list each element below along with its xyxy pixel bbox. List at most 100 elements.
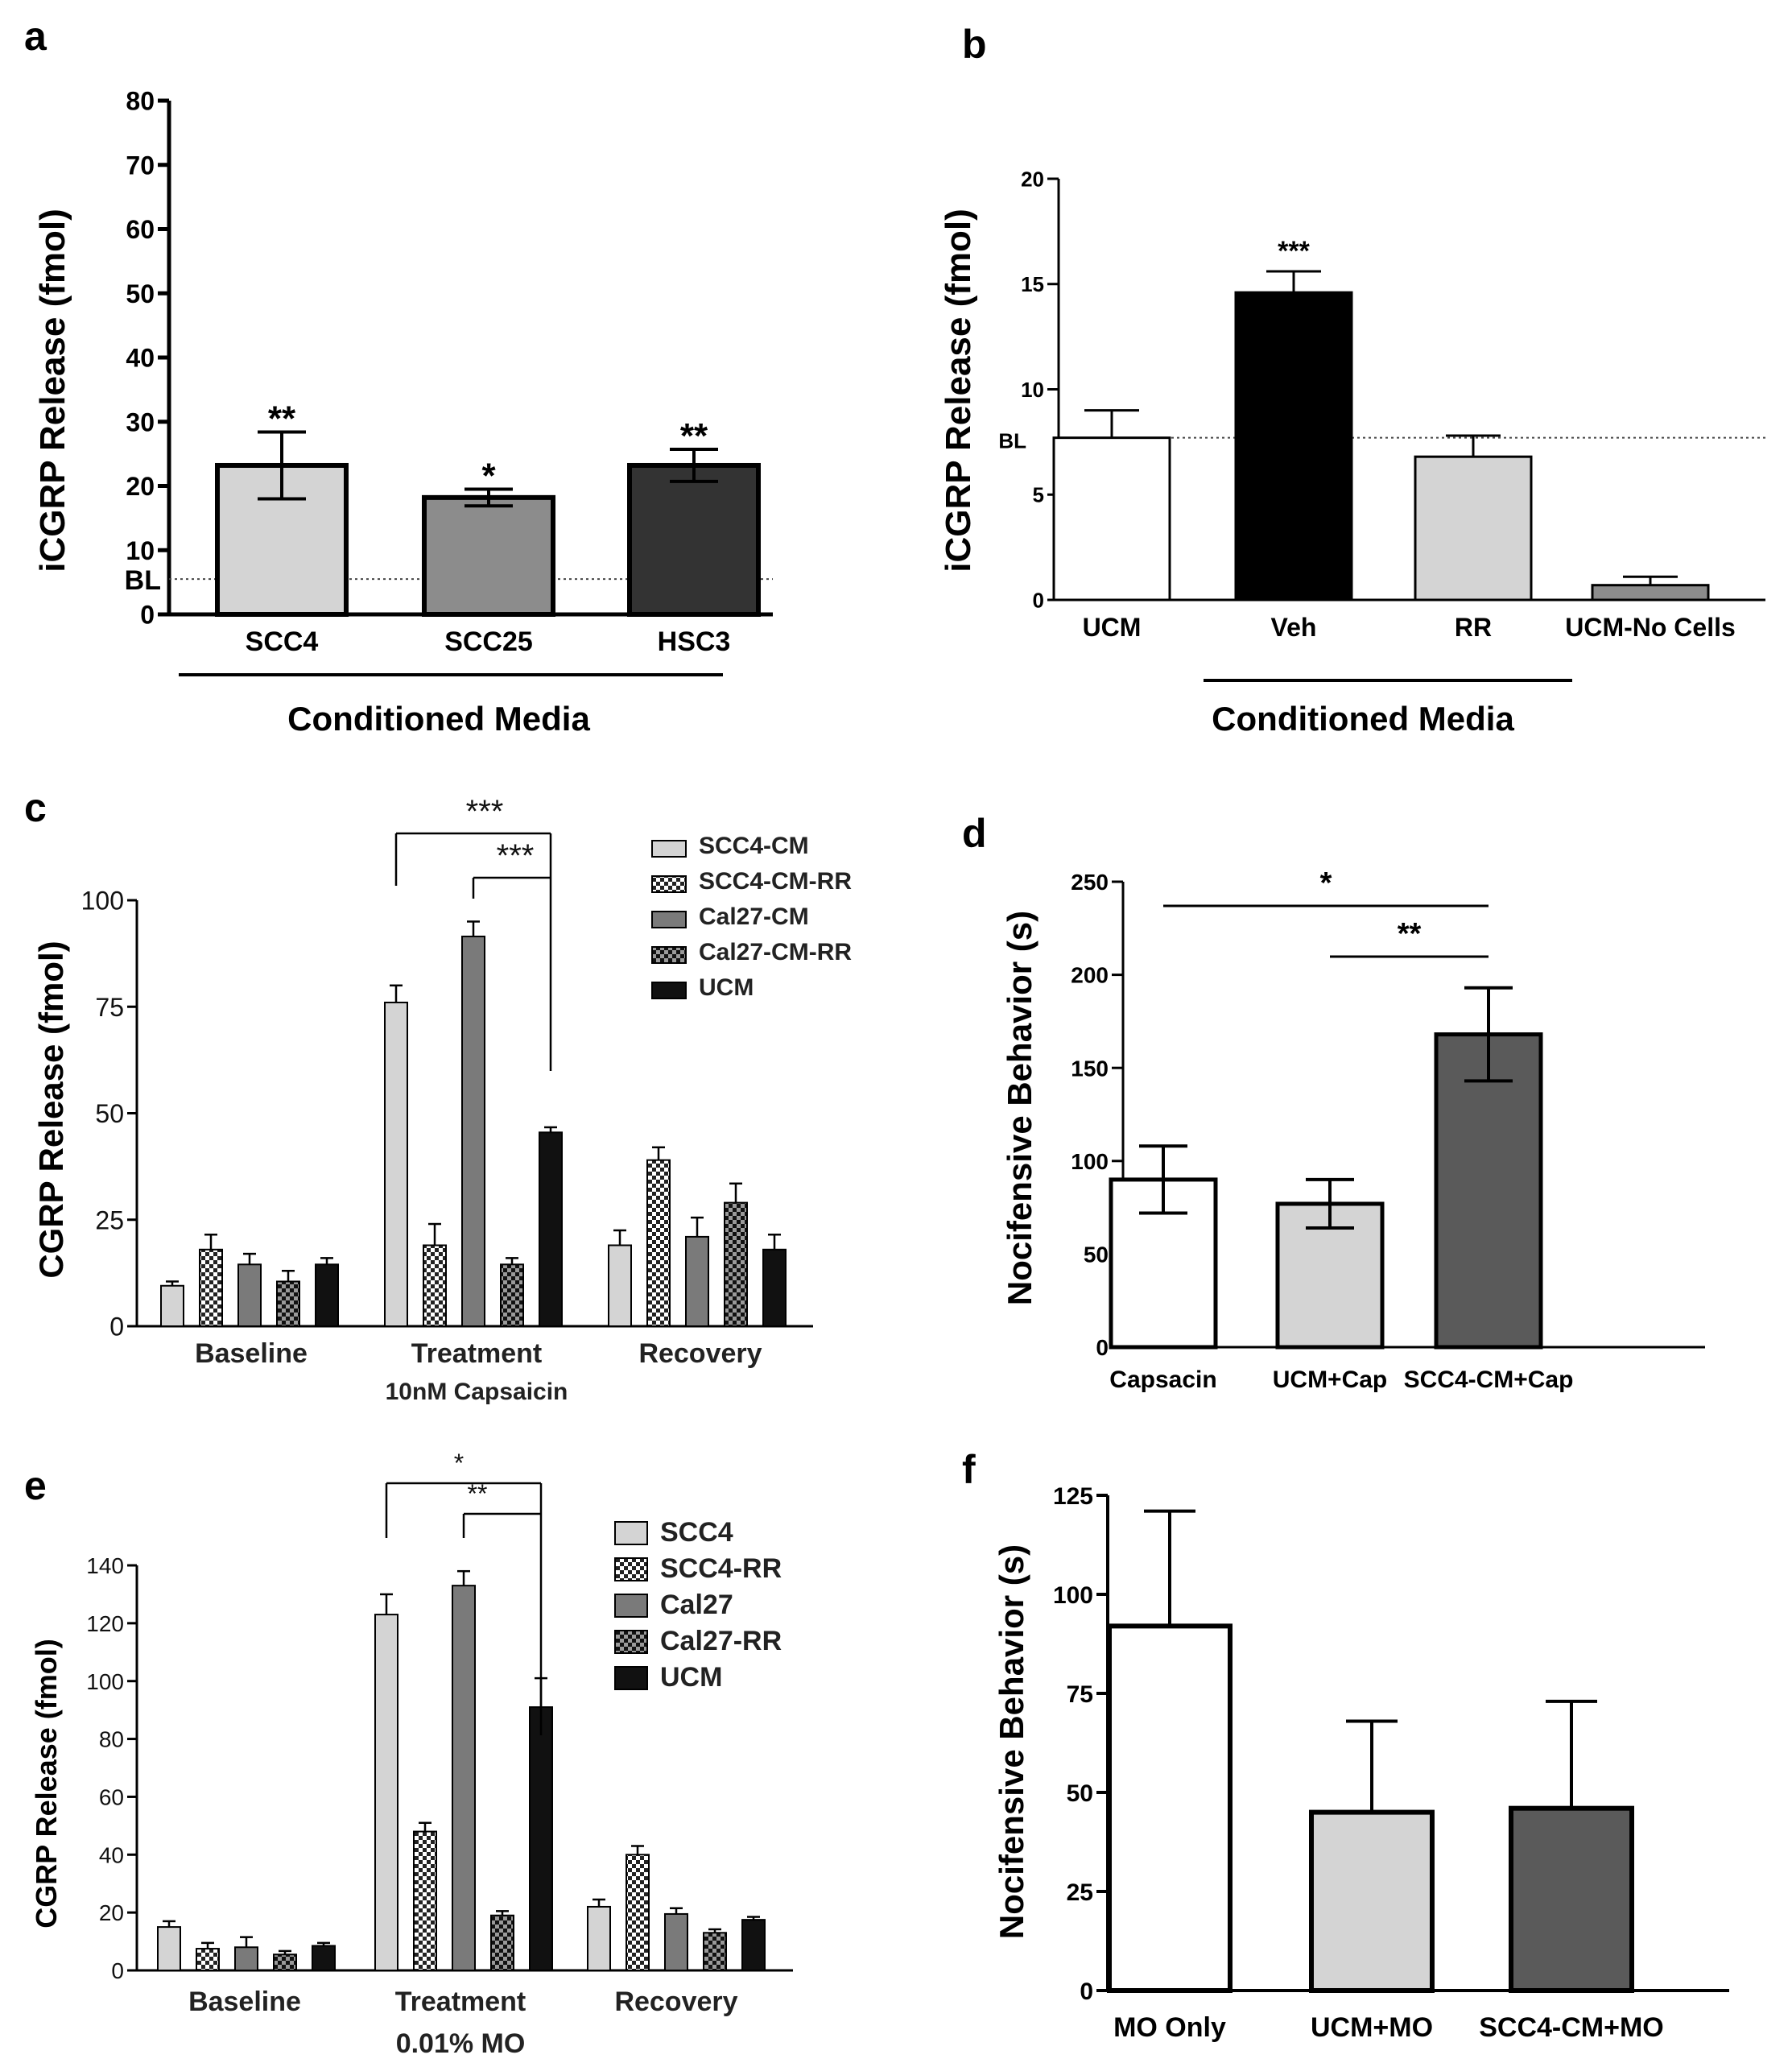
category-label: SCC4-CM+Cap xyxy=(1404,1366,1574,1393)
y-tick-label: 25 xyxy=(1067,1879,1093,1906)
y-tick-label: 70 xyxy=(126,151,155,180)
y-tick-label: 100 xyxy=(86,1669,124,1694)
bar-scc4 xyxy=(157,1926,181,1971)
legend-swatch xyxy=(651,840,687,858)
y-tick-label: 40 xyxy=(126,344,155,373)
legend-label: SCC4-RR xyxy=(660,1553,782,1584)
bar-ucm-cap xyxy=(1275,1201,1385,1350)
bar-scc4-cm xyxy=(608,1244,632,1327)
bar-ucm-no-cells xyxy=(1591,584,1710,602)
bar-scc4-cm xyxy=(160,1284,184,1327)
x-axis-title-b: Conditioned Media xyxy=(1212,700,1514,738)
bar-scc4-cm-rr xyxy=(199,1248,223,1328)
legend-swatch xyxy=(614,1666,648,1690)
bar-ucm xyxy=(741,1919,766,1971)
bar-cal27-cm-rr xyxy=(724,1201,748,1328)
legend-label: SCC4-CM xyxy=(699,833,809,859)
y-tick-label: 120 xyxy=(86,1611,124,1636)
y-tick-label: 250 xyxy=(1071,870,1109,895)
y-tick-label: 80 xyxy=(126,87,155,116)
category-label: HSC3 xyxy=(658,626,731,657)
bar-ucm xyxy=(312,1945,336,1971)
significance-marker: *** xyxy=(466,794,504,829)
significance-marker: *** xyxy=(1278,236,1310,267)
y-tick-label: 50 xyxy=(95,1099,124,1128)
bar-capsacin xyxy=(1109,1177,1218,1350)
y-axis-label-b: iCGRP Release (fmol) xyxy=(939,209,978,573)
bar-mo-only xyxy=(1107,1623,1233,1993)
y-tick-label: 75 xyxy=(95,993,124,1022)
bar-scc4 xyxy=(587,1905,611,1972)
bar-scc25 xyxy=(422,494,555,617)
chart-c: c CGRP Release (fmol) 0 25 50 75 100 Baseline… xyxy=(24,785,852,1405)
y-tick-label: 50 xyxy=(1084,1242,1109,1267)
chart-e: e CGRP Release (fmol) 0 20 40 60 80 100 120 140… xyxy=(24,1449,793,2059)
bar-scc4 xyxy=(374,1614,398,1971)
legend-swatch xyxy=(614,1630,648,1654)
bar-cal27-cm xyxy=(237,1263,262,1327)
y-tick-label: 100 xyxy=(1071,1149,1109,1174)
category-label: RR xyxy=(1455,613,1492,642)
significance-marker: *** xyxy=(497,838,535,874)
y-tick-label: 200 xyxy=(1071,963,1109,988)
bar-ucm xyxy=(762,1248,787,1328)
y-axis-label-a: iCGRP Release (fmol) xyxy=(33,209,72,573)
bar-veh xyxy=(1234,291,1353,602)
category-label: UCM+Cap xyxy=(1273,1366,1388,1393)
category-label: Baseline xyxy=(195,1338,308,1369)
panel-d: d Nocifensive Behavior (s) 0 50 100 150 200 2… xyxy=(896,757,1792,1409)
y-tick-label: 60 xyxy=(99,1785,124,1810)
significance-marker: ** xyxy=(468,1479,488,1508)
y-tick-label: 20 xyxy=(126,472,155,501)
category-label: Veh xyxy=(1271,613,1317,642)
category-label: Recovery xyxy=(638,1338,762,1369)
bar-ucm xyxy=(529,1706,553,1971)
y-tick-label: 80 xyxy=(99,1727,124,1752)
bar-hsc3 xyxy=(627,462,761,617)
y-tick-label: 150 xyxy=(1071,1056,1109,1081)
y-tick-label: 125 xyxy=(1053,1483,1093,1510)
bar-scc4-cm-cap xyxy=(1434,1032,1543,1350)
bar-cal27-cm xyxy=(685,1235,709,1327)
y-tick-label: 15 xyxy=(1021,272,1044,296)
bar-ucm xyxy=(1052,436,1171,602)
category-label: UCM xyxy=(1083,613,1142,642)
panel-letter-f: f xyxy=(962,1447,976,1492)
category-label: SCC4 xyxy=(246,626,319,657)
legend-label: SCC4-CM-RR xyxy=(699,868,852,895)
legend-label: UCM xyxy=(699,974,754,1001)
category-label: MO Only xyxy=(1113,2012,1226,2043)
panel-f: f Nocifensive Behavior (s) 0 25 50 75 100 125… xyxy=(896,1409,1792,2063)
bar-cal27-rr xyxy=(703,1932,727,1971)
chart-b: b iCGRP Release (fmol) Conditioned Media… xyxy=(939,22,1765,738)
y-axis-label-d: Nocifensive Behavior (s) xyxy=(1001,911,1038,1305)
chart-f: f Nocifensive Behavior (s) 0 25 50 75 100 125… xyxy=(962,1447,1729,2043)
panel-letter-e: e xyxy=(24,1463,47,1508)
bar-scc4-rr xyxy=(413,1830,437,1971)
y-axis-label-e: CGRP Release (fmol) xyxy=(30,1639,63,1928)
significance-marker: ** xyxy=(680,416,708,456)
bar-cal27-rr xyxy=(490,1914,514,1971)
category-sublabel: 0.01% MO xyxy=(396,2028,526,2059)
y-tick-label: 40 xyxy=(99,1842,124,1867)
bar-cal27-rr xyxy=(273,1953,297,1971)
category-label: Recovery xyxy=(614,1987,737,2017)
y-tick-label: 20 xyxy=(1021,167,1044,191)
legend-swatch xyxy=(651,946,687,964)
y-tick-label: 0 xyxy=(1033,588,1044,612)
significance-marker: * xyxy=(1320,866,1332,900)
y-tick-label: 10 xyxy=(126,536,155,565)
legend-label: Cal27 xyxy=(660,1590,733,1620)
y-tick-label: 20 xyxy=(99,1900,124,1925)
bar-scc4-rr xyxy=(626,1854,650,1971)
category-label: Baseline xyxy=(188,1987,301,2017)
legend-swatch xyxy=(651,982,687,999)
category-label: Capsacin xyxy=(1109,1366,1216,1393)
panel-letter-a: a xyxy=(24,14,47,59)
category-sublabel: 10nM Capsaicin xyxy=(386,1379,568,1405)
panel-b: b iCGRP Release (fmol) Conditioned Media… xyxy=(896,0,1792,757)
significance-marker: * xyxy=(481,456,496,495)
legend-swatch xyxy=(614,1557,648,1581)
x-axis-title-a: Conditioned Media xyxy=(287,700,590,738)
category-label: UCM+MO xyxy=(1311,2012,1433,2043)
